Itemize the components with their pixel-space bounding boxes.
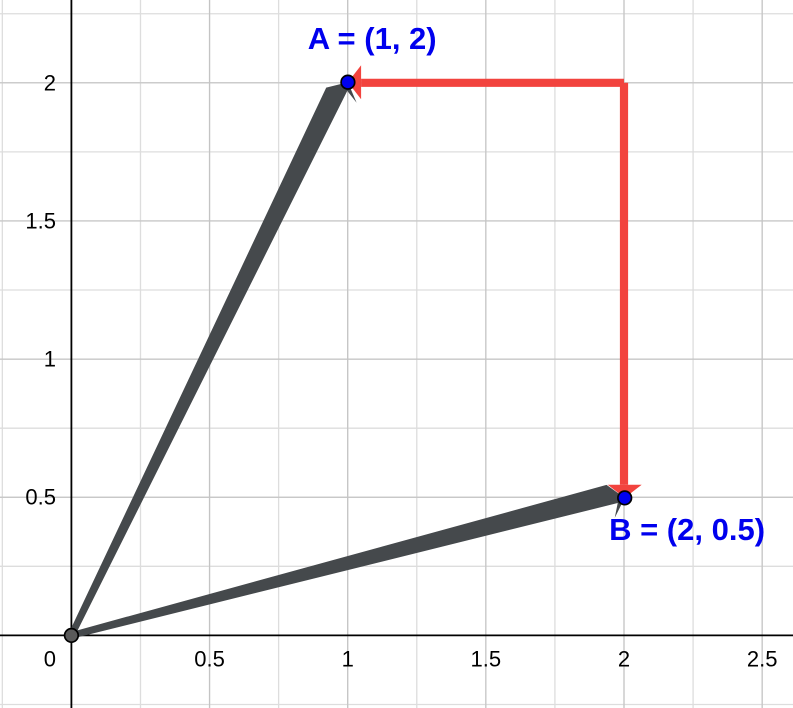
svg-text:0: 0 <box>44 646 56 671</box>
svg-text:0.5: 0.5 <box>194 646 225 671</box>
svg-text:1: 1 <box>44 347 56 372</box>
svg-text:2: 2 <box>618 646 630 671</box>
svg-text:1.5: 1.5 <box>471 646 502 671</box>
svg-text:2: 2 <box>44 71 56 96</box>
svg-text:1: 1 <box>342 646 354 671</box>
svg-text:0.5: 0.5 <box>25 485 56 510</box>
svg-text:A = (1, 2): A = (1, 2) <box>308 21 437 56</box>
svg-text:1.5: 1.5 <box>25 209 56 234</box>
svg-text:2.5: 2.5 <box>747 646 778 671</box>
svg-text:B = (2, 0.5): B = (2, 0.5) <box>609 512 765 547</box>
